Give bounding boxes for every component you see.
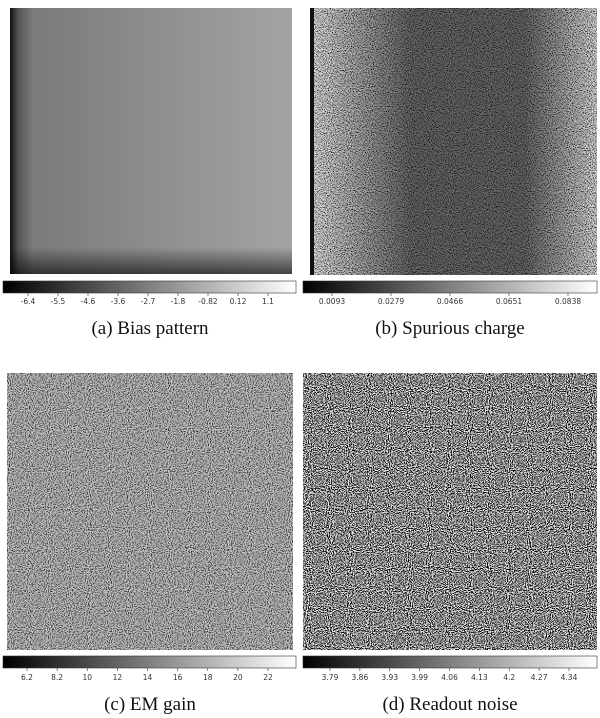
tick-label: 16 (173, 673, 183, 682)
tick-label: 18 (203, 673, 213, 682)
image-edge (310, 8, 314, 275)
tick-label: 6.2 (21, 673, 33, 682)
tick-label: 4.13 (471, 673, 488, 682)
tick-label: 4.27 (531, 673, 548, 682)
tick-label: 8.2 (51, 673, 63, 682)
tick-label: 3.99 (411, 673, 428, 682)
panel-c: (c) EM gain (2, 373, 297, 715)
panel-d: (d) Readout noise (302, 373, 598, 715)
caption: (a) Bias pattern (91, 318, 209, 339)
tick-label: -0.82 (198, 297, 218, 306)
tick-label: 0.0838 (555, 297, 581, 306)
caption: (d) Readout noise (382, 694, 517, 715)
colorbar (302, 280, 598, 294)
tick-label: 20 (233, 673, 243, 682)
tick-label: 3.93 (381, 673, 398, 682)
tick-label: 3.79 (322, 673, 339, 682)
tick-label: -3.6 (111, 297, 126, 306)
colorbar (2, 655, 297, 669)
tick-label: -6.4 (21, 297, 36, 306)
tick-label: 3.86 (352, 673, 369, 682)
caption: (c) EM gain (104, 694, 196, 715)
tick-label: -4.6 (81, 297, 96, 306)
tick-label: 1.1 (262, 297, 274, 306)
tick-label: 0.12 (230, 297, 247, 306)
panel-a: (a) Bias pattern (2, 8, 297, 339)
tick-label: -2.7 (141, 297, 156, 306)
panel-b: (b) Spurious charge (302, 8, 598, 339)
tick-label: -5.5 (51, 297, 66, 306)
tick-label: -1.8 (171, 297, 186, 306)
image-shade (310, 8, 597, 275)
tick-label: 14 (143, 673, 153, 682)
tick-label: 12 (113, 673, 123, 682)
tick-label: 10 (82, 673, 92, 682)
tick-label: 0.0466 (437, 297, 463, 306)
colorbar (2, 280, 297, 294)
image (303, 373, 597, 650)
tick-label: 22 (263, 673, 273, 682)
tick-label: 4.2 (503, 673, 515, 682)
image-shade (10, 8, 292, 274)
colorbar-ticks: -6.4 -5.5 -4.6 -3.6 -2.7 -1.8 -0.82 0.12 1.1 0.00… (21, 293, 581, 682)
tick-label: 0.0651 (496, 297, 522, 306)
tick-label: 4.34 (561, 673, 578, 682)
image (7, 373, 293, 650)
caption: (b) Spurious charge (375, 318, 525, 339)
tick-label: 0.0279 (378, 297, 404, 306)
colorbar (302, 655, 598, 669)
image-shade (7, 373, 293, 650)
tick-label: 0.0093 (319, 297, 345, 306)
tick-label: 4.06 (441, 673, 458, 682)
